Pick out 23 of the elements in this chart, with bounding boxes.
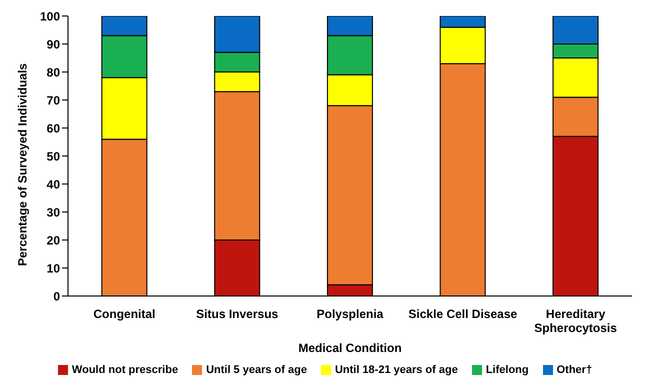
x-tick-label: Situs Inversus (196, 307, 279, 321)
x-tick-label: Congenital (93, 307, 156, 321)
x-tick-label: Polysplenia (316, 307, 384, 321)
legend-label: Lifelong (484, 364, 529, 376)
y-tick-label: 0 (53, 289, 60, 304)
legend-label: Until 18-21 years of age (334, 364, 458, 376)
x-tick-label: Hereditary Spherocytosis (534, 307, 618, 335)
x-tick-label: Sickle Cell Disease (408, 307, 518, 321)
legend-label: Would not prescribe (70, 364, 178, 376)
y-tick-label: 90 (46, 37, 60, 52)
legend-label: Until 5 years of age (205, 364, 307, 376)
legend-label: Other† (556, 364, 592, 376)
y-tick-label: 70 (46, 93, 60, 108)
y-tick-label: 50 (46, 149, 60, 164)
y-tick-label: 80 (46, 65, 60, 80)
y-tick-label: 100 (40, 9, 60, 24)
y-tick-label: 40 (46, 177, 60, 192)
y-tick-label: 20 (46, 233, 60, 248)
x-axis-title: Medical Condition (298, 341, 402, 355)
y-tick-label: 60 (46, 121, 60, 136)
y-tick-label: 10 (46, 261, 60, 276)
y-axis-title: Percentage of Surveyed Individuals (15, 62, 30, 266)
y-tick-label: 30 (46, 205, 60, 220)
